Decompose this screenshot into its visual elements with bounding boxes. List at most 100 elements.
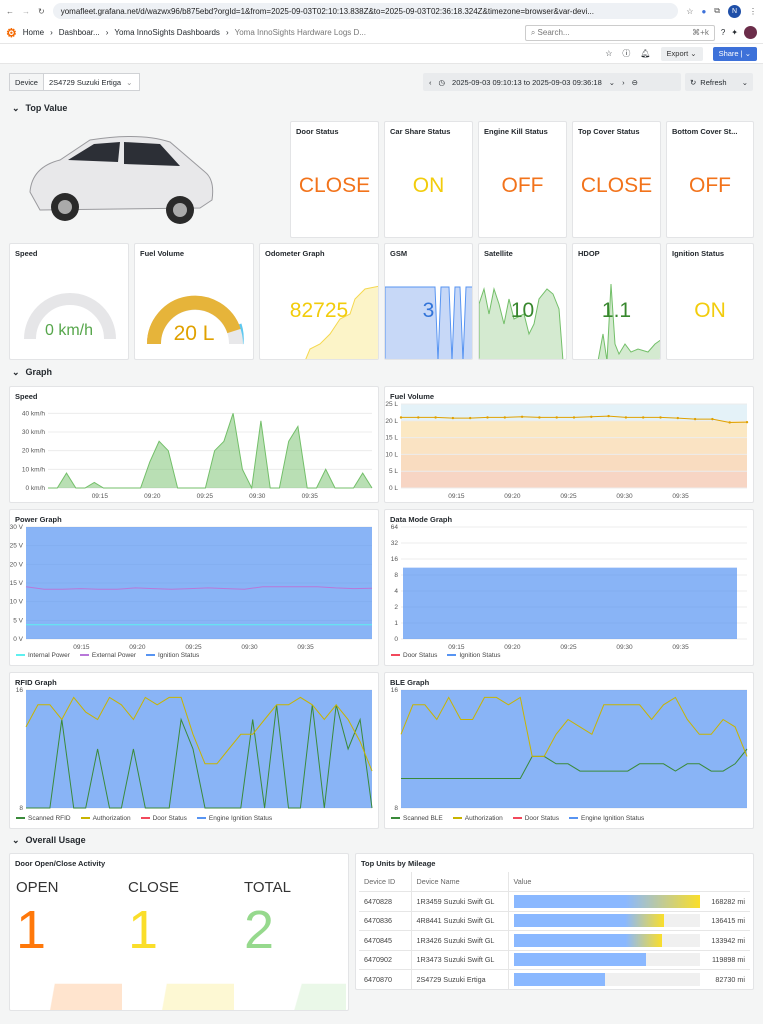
value-text: 168282 mi <box>711 896 745 906</box>
breadcrumb-folder[interactable]: Yoma InnoSights Dashboards <box>114 28 220 37</box>
satellite-sparkline <box>479 287 564 359</box>
status-panel: Top Cover Status CLOSE <box>572 121 661 238</box>
gsm-value: 3 <box>422 299 435 322</box>
legend-item[interactable]: Door Status <box>512 815 559 822</box>
legend-item[interactable]: External Power <box>79 652 136 659</box>
door-stat-value: 2 <box>244 900 275 960</box>
grafana-logo-icon[interactable]: ⚙ <box>6 25 17 40</box>
x-tick-label: 09:30 <box>616 644 633 651</box>
y-tick-label: 4 <box>394 588 398 595</box>
table-row[interactable]: 6470836 4R8441 Suzuki Swift GL 136415 mi <box>359 911 750 931</box>
device-id-cell: 6470902 <box>359 950 412 970</box>
value-bar <box>513 972 605 986</box>
data-point <box>417 416 420 419</box>
time-picker[interactable]: ‹ ◷ 2025-09-03 09:10:13 to 2025-09-03 09:… <box>423 73 681 91</box>
legend-item[interactable]: Scanned RFID <box>16 815 71 822</box>
row-top-value[interactable]: ⌄ Top Value <box>12 103 67 114</box>
column-header[interactable]: Device Name <box>411 872 509 892</box>
legend-item[interactable]: Engine Ignition Status <box>569 815 644 822</box>
forward-icon[interactable]: → <box>22 6 30 16</box>
menu-icon[interactable]: ⋮ <box>749 6 757 16</box>
address-bar[interactable]: yomafleet.grafana.net/d/wazwx96/b875ebd?… <box>52 3 679 19</box>
table-row[interactable]: 6470845 1R3426 Suzuki Swift GL 133942 mi <box>359 930 750 951</box>
legend-item[interactable]: Authorization <box>452 815 503 822</box>
legend-item[interactable]: Scanned BLE <box>391 815 443 822</box>
browser-bar: ← → ↻ yomafleet.grafana.net/d/wazwx96/b875… <box>0 0 763 22</box>
gsm-panel: GSM 3 <box>384 243 473 360</box>
legend-item[interactable]: Internal Power <box>16 652 70 659</box>
row-overall-usage[interactable]: ⌄ Overall Usage <box>12 835 86 846</box>
row-title: Overall Usage <box>25 835 86 845</box>
y-tick-label: 25 V <box>10 543 24 550</box>
x-tick-label: 09:35 <box>302 493 319 500</box>
x-tick-label: 09:25 <box>560 644 577 651</box>
breadcrumb-home[interactable]: Home <box>22 28 45 37</box>
value-text: 82730 mi <box>715 974 745 984</box>
bookmark-star-icon[interactable]: ☆ <box>686 6 694 16</box>
puzzle-icon[interactable]: ⧉ <box>714 6 720 15</box>
device-variable-select[interactable]: Device 2S4729 Suzuki Ertiga ⌄ <box>9 73 140 91</box>
panel-title: Top Cover Status <box>578 127 640 136</box>
y-tick-label: 32 <box>391 540 399 547</box>
speed-gauge-panel: Speed 0 km/h <box>9 243 129 360</box>
bell-icon[interactable]: 🔔︎ <box>640 49 651 58</box>
device-name-cell: 1R3426 Suzuki Swift GL <box>411 930 509 951</box>
data-point <box>624 416 628 419</box>
data-point <box>590 415 593 418</box>
search-input[interactable]: ⌕ Search... ⌘+k <box>524 24 715 41</box>
panel-title: Door Open/Close Activity <box>15 859 106 868</box>
chevron-down-icon: ⌄ <box>12 835 20 845</box>
fuel-gauge-panel: Fuel Volume 20 L <box>134 243 254 360</box>
x-tick-label: 09:15 <box>448 644 465 651</box>
device-name-cell: 1R3459 Suzuki Swift GL <box>411 891 509 912</box>
x-tick-label: 09:20 <box>504 644 521 651</box>
star-icon[interactable]: ☆ <box>605 49 613 58</box>
y-tick-label: 0 <box>394 636 398 643</box>
help-icon[interactable]: ? <box>720 28 726 37</box>
refresh-button[interactable]: ↻ Refresh ⌄ <box>685 73 753 91</box>
legend-item[interactable]: Ignition Status <box>447 652 501 659</box>
sparkle-icon[interactable]: ✦ <box>731 28 738 37</box>
legend-item[interactable]: Engine Ignition Status <box>196 815 272 822</box>
user-avatar[interactable] <box>744 26 757 39</box>
column-header[interactable]: Device ID <box>359 872 412 892</box>
chart-legend: Door Status Ignition Status <box>391 652 501 659</box>
door-sparkline <box>49 983 122 1010</box>
panel-title: Power Graph <box>15 515 62 524</box>
data-point <box>451 416 455 420</box>
panel-title: Ignition Status <box>672 249 725 258</box>
back-icon[interactable]: ← <box>6 6 14 16</box>
table-row[interactable]: 6470828 1R3459 Suzuki Swift GL 168282 mi <box>359 891 750 912</box>
legend-item[interactable]: Door Status <box>391 652 437 659</box>
y-tick-label: 15 L <box>385 435 398 442</box>
breadcrumb-dashboards[interactable]: Dashboar... <box>58 28 100 37</box>
door-sparkline <box>294 983 346 1010</box>
legend-item[interactable]: Door Status <box>140 815 187 822</box>
series-fill-ignition-status <box>403 567 737 639</box>
column-header[interactable]: Value <box>508 872 750 892</box>
row-title: Top Value <box>25 103 68 113</box>
export-button[interactable]: Export ⌄ <box>660 46 703 61</box>
data-point <box>711 417 714 421</box>
share-button[interactable]: Share | ⌄ <box>712 46 757 61</box>
table-row[interactable]: 6470902 1R3473 Suzuki Swift GL 119898 mi <box>359 950 750 970</box>
zoom-out-icon[interactable]: ⊖ <box>631 77 638 87</box>
data-point <box>693 417 697 421</box>
legend-item[interactable]: Ignition Status <box>146 652 199 659</box>
row-graph[interactable]: ⌄ Graph <box>12 367 52 378</box>
legend-item[interactable]: Authorization <box>80 815 131 822</box>
profile-avatar[interactable]: N <box>728 4 741 18</box>
data-point <box>555 416 558 419</box>
data-point <box>642 416 645 419</box>
hdop-value: 1.1 <box>601 299 632 322</box>
reload-icon[interactable]: ↻ <box>38 6 45 16</box>
time-back-icon[interactable]: ‹ <box>429 77 432 87</box>
extension-icon[interactable]: ● <box>701 6 707 16</box>
time-forward-icon[interactable]: › <box>622 77 625 87</box>
table-row[interactable]: 6470870 2S4729 Suzuki Ertiga 82730 mi <box>359 969 750 989</box>
y-tick-label: 16 <box>391 687 399 694</box>
series-line-scanned-rfid <box>26 704 373 809</box>
info-icon[interactable]: ⓘ <box>622 49 631 58</box>
device-id-cell: 6470845 <box>359 930 412 951</box>
y-tick-label: 30 V <box>10 524 24 531</box>
